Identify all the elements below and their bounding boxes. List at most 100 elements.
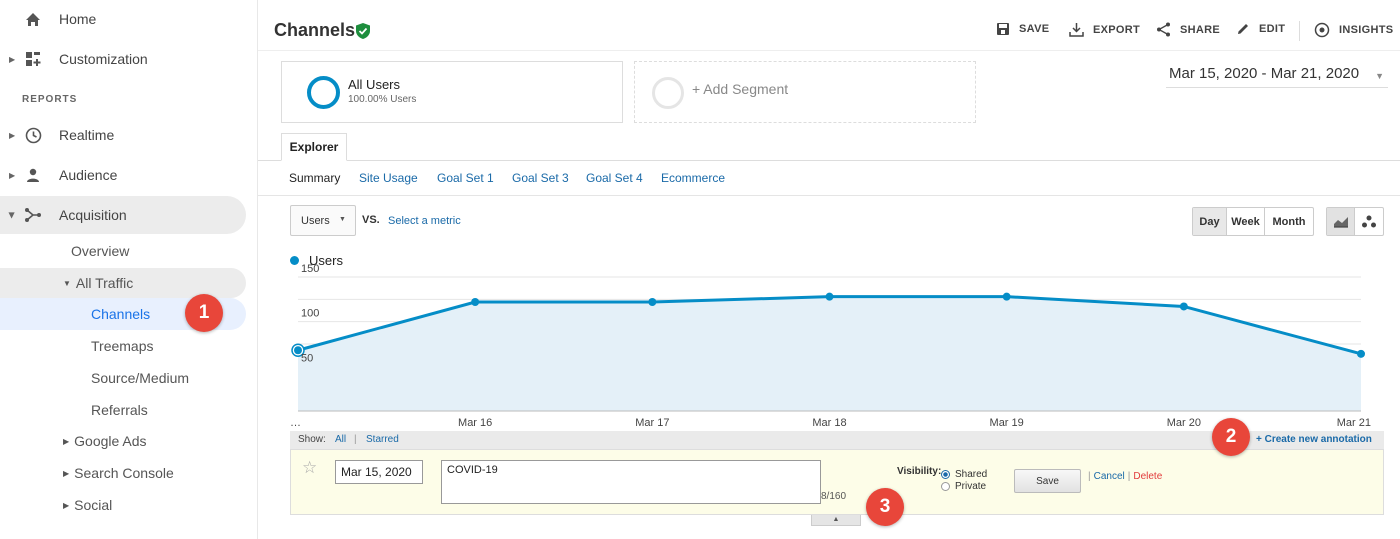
nav-google-ads[interactable]: ▶ Google Ads	[63, 428, 147, 454]
subtab-goal-set-4[interactable]: Goal Set 4	[586, 171, 643, 185]
nav-audience[interactable]: ▶ Audience	[0, 158, 258, 192]
period-week-button[interactable]: Week	[1227, 208, 1265, 235]
x-tick-label: Mar 20	[1167, 417, 1201, 429]
annotation-filter-starred[interactable]: Starred	[366, 434, 399, 445]
chevron-down-icon: ▼	[339, 216, 346, 223]
expand-arrow-icon: ▶	[9, 54, 16, 64]
add-segment-button[interactable]: + Add Segment	[634, 61, 976, 123]
data-point	[1002, 292, 1011, 301]
subtab-goal-set-3[interactable]: Goal Set 3	[512, 171, 569, 185]
subtab-ecommerce[interactable]: Ecommerce	[661, 171, 726, 185]
callout-badge-2: 2	[1212, 418, 1250, 456]
page-title: Channels	[274, 20, 356, 40]
collapse-arrow-icon: ▶	[7, 211, 17, 219]
expand-arrow-icon: ▶	[9, 170, 16, 180]
date-range-picker[interactable]: Mar 15, 2020 - Mar 21, 2020 ▼	[1166, 64, 1388, 88]
nav-home[interactable]: Home	[0, 2, 258, 36]
nav-google-ads-label: Google Ads	[74, 433, 147, 449]
collapse-annotations-button[interactable]: ▲	[811, 515, 861, 526]
chart-type-toggle	[1326, 207, 1384, 236]
callout-badge-1: 1	[185, 294, 223, 332]
callout-badge-3: 3	[866, 488, 904, 526]
insights-button[interactable]: INSIGHTS	[1314, 22, 1393, 38]
segment-ring-icon	[307, 76, 340, 109]
subtab-goal-set-1[interactable]: Goal Set 1	[437, 171, 494, 185]
subtab-divider	[258, 195, 1400, 196]
shared-radio[interactable]	[941, 470, 950, 479]
metric-dropdown-value: Users	[301, 215, 330, 227]
action-separator: |	[1127, 471, 1131, 482]
save-report-button[interactable]: SAVE	[996, 22, 1049, 36]
tab-explorer[interactable]: Explorer	[281, 133, 347, 161]
segment-all-users[interactable]: All Users 100.00% Users	[281, 61, 623, 123]
nav-acquisition-label: Acquisition	[59, 207, 127, 223]
data-point	[825, 292, 834, 301]
main-content: Channels SAVE EXPORT SHARE EDIT INSIGHTS…	[258, 0, 1400, 539]
date-range-value: Mar 15, 2020 - Mar 21, 2020	[1169, 65, 1360, 82]
nav-customization-label: Customization	[59, 51, 148, 67]
annotation-text-input[interactable]: COVID-19	[441, 460, 821, 504]
annotation-actions: | Cancel | Delete	[1085, 471, 1162, 482]
legend-series-label: Users	[309, 253, 343, 268]
header-divider	[258, 50, 1400, 51]
chart-legend: Users	[290, 253, 343, 268]
private-radio[interactable]	[941, 482, 950, 491]
tab-divider	[258, 160, 1400, 161]
shared-radio-label: Shared	[955, 469, 988, 480]
acquisition-icon	[24, 206, 42, 224]
empty-segment-ring-icon	[652, 77, 684, 109]
toolbar-divider	[1299, 21, 1300, 41]
nav-all-traffic[interactable]: ▼ All Traffic	[0, 268, 246, 298]
subtab-site-usage[interactable]: Site Usage	[359, 171, 418, 185]
dashboard-grid-icon	[24, 50, 42, 68]
period-month-button[interactable]: Month	[1272, 215, 1306, 228]
y-tick-label: 100	[301, 308, 319, 320]
data-point	[294, 346, 302, 355]
save-disk-icon	[997, 23, 1009, 35]
save-annotation-button[interactable]: Save	[1014, 469, 1081, 493]
x-tick-label: Mar 16	[458, 417, 492, 429]
star-icon[interactable]: ☆	[302, 458, 318, 477]
nav-acquisition[interactable]: ▶ Acquisition	[0, 196, 246, 234]
nav-treemaps[interactable]: Treemaps	[91, 338, 154, 354]
edit-label: EDIT	[1259, 23, 1286, 35]
nav-social[interactable]: ▶ Social	[63, 492, 112, 518]
nav-search-console-label: Search Console	[74, 465, 174, 481]
annotation-date-input[interactable]	[335, 460, 423, 484]
select-metric-link[interactable]: Select a metric	[388, 215, 461, 227]
period-day-button[interactable]: Day	[1193, 208, 1227, 235]
annotation-filter-all[interactable]: All	[335, 434, 347, 445]
subtab-summary[interactable]: Summary	[289, 171, 341, 185]
nav-realtime-label: Realtime	[59, 127, 115, 143]
cancel-link[interactable]: Cancel	[1093, 471, 1125, 482]
expand-arrow-icon: ▶	[63, 500, 70, 510]
reports-heading: REPORTS	[22, 94, 78, 105]
x-tick-label: Mar 19	[990, 417, 1024, 429]
download-icon	[1069, 23, 1084, 37]
export-button[interactable]: EXPORT	[1069, 22, 1140, 37]
create-annotation-link[interactable]: + Create new annotation	[1256, 434, 1372, 445]
share-label: SHARE	[1180, 23, 1221, 36]
metric-dropdown[interactable]: Users ▼	[290, 205, 356, 236]
motion-chart-button[interactable]	[1355, 208, 1383, 235]
y-tick-label: 150	[301, 263, 319, 275]
annotation-show-label: Show:	[298, 434, 326, 445]
edit-button[interactable]: EDIT	[1236, 22, 1285, 36]
segment-percentage: 100.00% Users	[348, 94, 417, 105]
delete-link[interactable]: Delete	[1133, 471, 1163, 482]
nav-customization[interactable]: ▶ Customization	[0, 42, 258, 76]
nav-home-label: Home	[59, 11, 97, 27]
clock-icon	[24, 126, 42, 144]
nav-referrals[interactable]: Referrals	[91, 402, 148, 418]
expand-arrow-icon: ▶	[63, 468, 70, 478]
nav-overview[interactable]: Overview	[71, 243, 130, 259]
line-chart-button[interactable]	[1327, 208, 1355, 235]
insights-label: INSIGHTS	[1339, 24, 1394, 36]
nav-source-medium[interactable]: Source/Medium	[91, 370, 190, 386]
x-tick-label: Mar 17	[635, 417, 669, 429]
data-point	[648, 298, 657, 307]
person-icon	[24, 166, 42, 184]
share-button[interactable]: SHARE	[1156, 22, 1220, 37]
nav-search-console[interactable]: ▶ Search Console	[63, 460, 174, 486]
nav-realtime[interactable]: ▶ Realtime	[0, 118, 258, 152]
